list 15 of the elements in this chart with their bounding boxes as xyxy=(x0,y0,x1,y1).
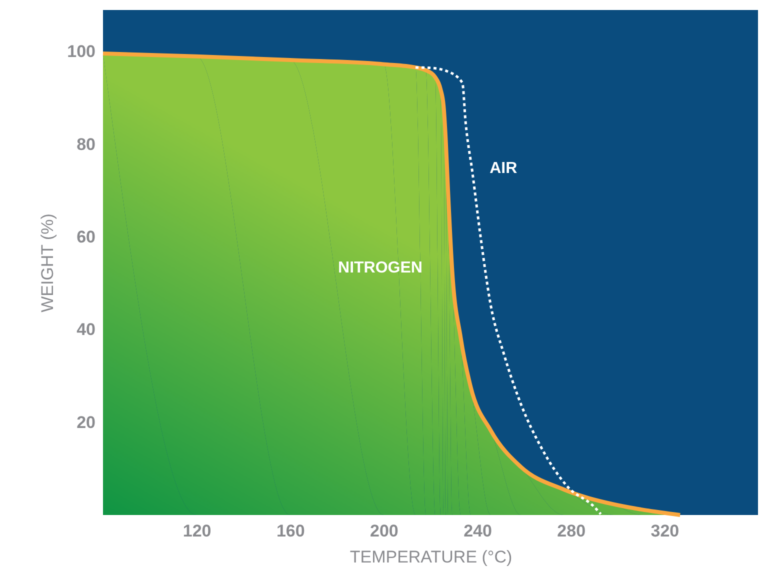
y-axis-title: WEIGHT (%) xyxy=(38,214,58,312)
x-tick-label: 200 xyxy=(370,522,398,540)
series-label: AIR xyxy=(490,160,518,178)
x-tick-label: 240 xyxy=(464,522,492,540)
y-tick-label: 80 xyxy=(76,134,96,154)
x-tick-label: 160 xyxy=(276,522,305,540)
x-axis-title: TEMPERATURE (°C) xyxy=(350,548,512,566)
x-tick-label: 120 xyxy=(182,522,212,540)
y-tick-label: 40 xyxy=(76,320,96,340)
x-tick-label: 320 xyxy=(650,522,680,540)
y-tick-label: 20 xyxy=(76,412,96,432)
y-tick-label: 100 xyxy=(67,42,96,62)
x-tick-label: 280 xyxy=(557,522,586,540)
series-label: NITROGEN xyxy=(338,259,422,276)
y-tick-label: 60 xyxy=(76,228,96,247)
